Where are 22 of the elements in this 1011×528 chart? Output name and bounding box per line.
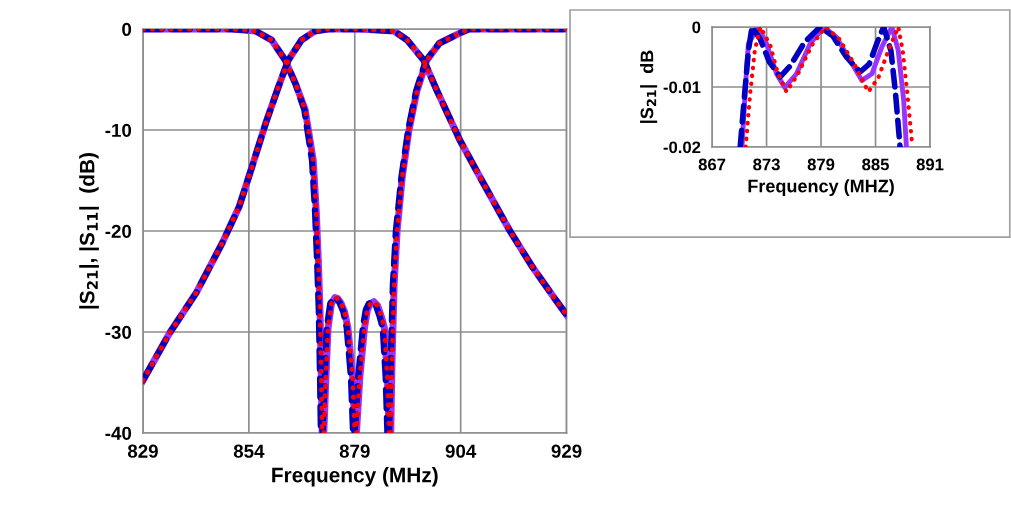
x-tick-label: 891 xyxy=(916,158,944,171)
y-tick-label: -20 xyxy=(105,224,132,238)
x-tick-label: 829 xyxy=(127,444,158,458)
x-tick-label: 904 xyxy=(445,444,477,458)
y-tick-label: -40 xyxy=(105,426,132,440)
x-tick-label: 873 xyxy=(753,158,780,171)
x-tick-label: 867 xyxy=(698,158,726,171)
x-tick-label: 879 xyxy=(807,158,835,171)
y-tick-label: -0.02 xyxy=(663,141,701,154)
x-tick-label: 929 xyxy=(551,444,582,458)
y-tick-label: 0 xyxy=(692,21,701,34)
x-tick-label: 879 xyxy=(339,444,370,458)
y-axis-title: |S$_{21}$| dB xyxy=(640,50,658,123)
y-tick-label: -0.01 xyxy=(663,81,701,94)
y-axis-title: |S$_{21}$|, |S$_{11}$| (dB) xyxy=(79,153,99,309)
y-tick-label: -10 xyxy=(105,123,132,137)
x-tick-label: 854 xyxy=(233,444,265,458)
y-tick-label: 0 xyxy=(122,22,132,37)
x-axis-title: Frequency (MHz) xyxy=(272,467,438,487)
x-axis-title: Frequency (MHZ) xyxy=(748,179,894,197)
y-tick-label: -30 xyxy=(105,325,132,339)
x-tick-label: 885 xyxy=(862,158,889,171)
